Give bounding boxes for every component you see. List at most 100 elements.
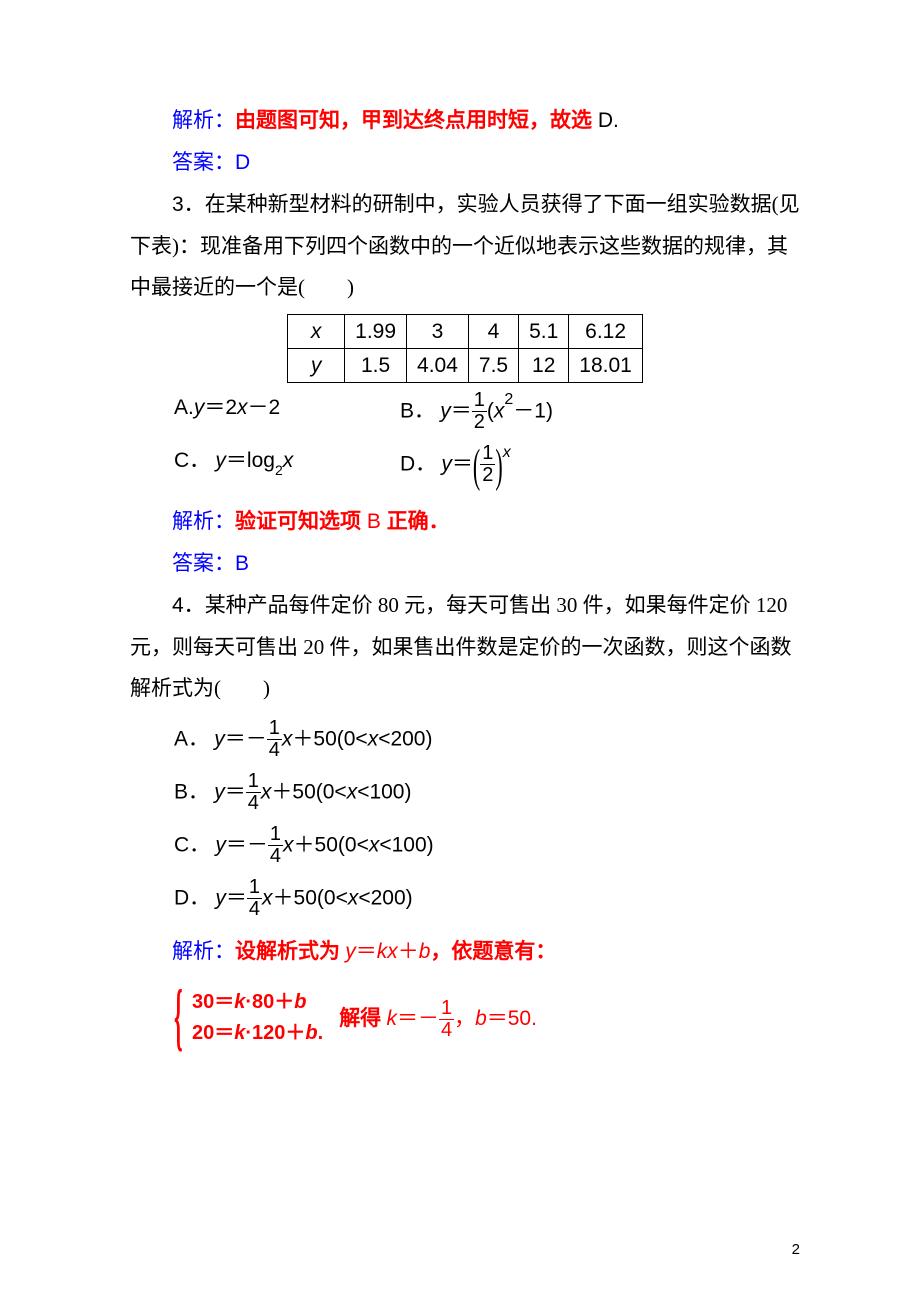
var-x: x	[369, 833, 380, 856]
q2-analysis: 解析：由题图可知，甲到达终点用时短，故选 D.	[130, 100, 800, 142]
text: ＝2	[204, 396, 237, 419]
q3-options-row1: A.y＝2x－2 B． y＝12(x2－1)	[130, 391, 800, 434]
table-header-x: x	[288, 314, 345, 348]
solve-text: 解得 k＝－14，b＝50.	[339, 998, 537, 1042]
table-cell: 3	[407, 314, 469, 348]
var-x: x	[283, 449, 294, 472]
system-line2: 20＝k·120＋b.	[192, 1022, 323, 1044]
text: －2	[248, 396, 281, 419]
option-label: A．	[174, 727, 209, 750]
page-number: 2	[792, 1235, 800, 1264]
text: <200)	[358, 886, 412, 909]
text: <200)	[378, 727, 432, 750]
left-brace-icon: {	[174, 946, 183, 1092]
q4-number: 4．	[172, 594, 205, 617]
page: 解析：由题图可知，甲到达终点用时短，故选 D. 答案：D 3．在某种新型材料的研…	[0, 0, 920, 1302]
q3-table-wrap: x 1.99 3 4 5.1 6.12 y 1.5 4.04 7.5 12 18…	[130, 314, 800, 384]
table-header-y: y	[288, 349, 345, 383]
text: －1)	[513, 400, 553, 423]
var-y: y	[345, 940, 356, 963]
brace-lines: 30＝k·80＋b 20＝k·120＋b.	[192, 987, 323, 1049]
var-k: k	[377, 940, 388, 963]
q3-option-a: A.y＝2x－2	[130, 391, 400, 434]
q3-answer: 答案：B	[130, 543, 800, 585]
system-line1: 30＝k·80＋b	[192, 991, 307, 1013]
q3-option-c: C． y＝log2x	[130, 444, 400, 487]
answer-value: D	[235, 151, 250, 174]
table-cell: 7.5	[468, 349, 518, 383]
var-y: y	[214, 727, 225, 750]
table-cell: 4	[468, 314, 518, 348]
q4-analysis: 解析：设解析式为 y＝kx＋b，依题意有：	[130, 931, 800, 973]
analysis-tail: D.	[592, 109, 619, 132]
fraction-icon: 14	[246, 771, 261, 814]
q4-option-b: B． y＝14x＋50(0<x<100)	[130, 772, 800, 815]
text: ＋50(0<	[273, 886, 348, 909]
var-y: y	[214, 780, 225, 803]
table-row: x 1.99 3 4 5.1 6.12	[288, 314, 643, 348]
analysis-text: 正确．	[387, 509, 450, 533]
table-cell: 5.1	[519, 314, 569, 348]
var-x: x	[387, 940, 398, 963]
var-b: b	[475, 1007, 487, 1030]
brace-group: { 30＝k·80＋b 20＝k·120＋b.	[174, 987, 323, 1053]
var-x: x	[237, 396, 248, 419]
text: ＝50.	[487, 1007, 537, 1030]
fraction-icon: 14	[267, 718, 282, 761]
q4-system: { 30＝k·80＋b 20＝k·120＋b. 解得 k＝－14，b＝50.	[130, 987, 800, 1053]
var-b: b	[419, 940, 431, 963]
table-cell: 18.01	[569, 349, 643, 383]
text: ，	[454, 1006, 475, 1030]
q3-option-d: D． y＝(12)x	[400, 444, 511, 487]
option-label: B．	[400, 400, 435, 423]
option-label: C．	[174, 449, 210, 472]
var-y: y	[215, 449, 226, 472]
text: ＝－	[397, 1007, 439, 1030]
analysis-text: ，依题意有：	[430, 939, 556, 963]
q3-table: x 1.99 3 4 5.1 6.12 y 1.5 4.04 7.5 12 18…	[287, 314, 643, 384]
var-y: y	[441, 453, 452, 476]
var-x: x	[282, 727, 293, 750]
text: ＝log	[226, 449, 275, 472]
q4-stem-text: 某种产品每件定价 80 元，每天可售出 30 件，如果每件定价 120 元，则每…	[130, 593, 792, 700]
fraction-icon: 14	[247, 877, 262, 920]
solve-label: 解得	[339, 1006, 386, 1030]
table-cell: 12	[519, 349, 569, 383]
q4-option-a: A． y＝－14x＋50(0<x<200)	[130, 719, 800, 762]
superscript: 2	[504, 391, 513, 408]
option-label: C．	[174, 833, 210, 856]
text: ＝	[356, 940, 377, 963]
text: ＝	[225, 780, 246, 803]
q2-answer: 答案：D	[130, 142, 800, 184]
var-y: y	[215, 833, 226, 856]
q3-stem-text: 在某种新型材料的研制中，实验人员获得了下面一组实验数据(见下表)：现准备用下列四…	[130, 192, 800, 299]
var-x: x	[494, 400, 505, 423]
var-x: x	[261, 780, 272, 803]
text: ＋50(0<	[292, 727, 367, 750]
text: ＋50(0<	[271, 780, 346, 803]
q3-analysis: 解析：验证可知选项 B 正确．	[130, 501, 800, 543]
q4-option-d: D． y＝14x＋50(0<x<200)	[130, 878, 800, 921]
fraction-icon: 12	[472, 390, 487, 433]
option-label: D．	[400, 453, 436, 476]
table-cell: 4.04	[407, 349, 469, 383]
answer-value: B	[235, 552, 249, 575]
var-x: x	[368, 727, 379, 750]
var-y: y	[440, 400, 451, 423]
text: <100)	[379, 833, 433, 856]
text: (	[487, 400, 494, 423]
analysis-body: 由题图可知，甲到达终点用时短，故选	[235, 108, 592, 132]
subscript: 2	[275, 462, 283, 478]
text: ＝	[452, 453, 473, 476]
analysis-text: 设解析式为	[235, 939, 345, 963]
var-x: x	[262, 886, 273, 909]
fraction-icon: 14	[268, 824, 283, 867]
var-x: x	[283, 833, 294, 856]
left-paren-icon: (	[473, 429, 480, 503]
analysis-text: 验证可知选项	[235, 509, 361, 533]
analysis-opt: B	[361, 510, 387, 533]
fraction-icon: 12	[480, 443, 495, 486]
var-k: k	[386, 1007, 397, 1030]
q3-stem: 3．在某种新型材料的研制中，实验人员获得了下面一组实验数据(见下表)：现准备用下…	[130, 184, 800, 308]
analysis-label: 解析：	[172, 509, 235, 533]
